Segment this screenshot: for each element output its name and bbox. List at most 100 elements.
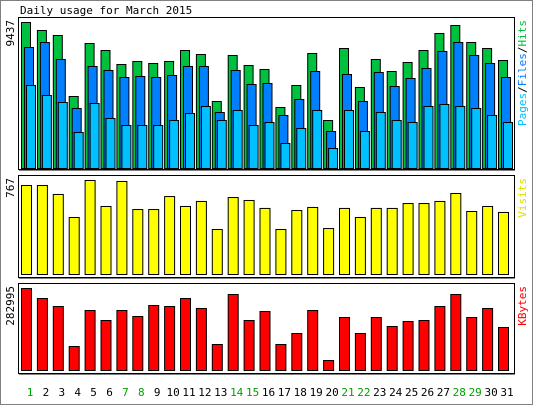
bar: [26, 84, 36, 169]
bar: [116, 180, 128, 275]
legend-entry: Hits: [516, 20, 529, 47]
bar: [227, 197, 239, 275]
bar: [185, 113, 195, 169]
bar: [418, 203, 430, 275]
bar: [52, 193, 64, 275]
x-tick-label: 31: [500, 386, 513, 399]
x-tick-label: 28: [453, 386, 466, 399]
x-tick-label: 27: [437, 386, 450, 399]
x-tick-label: 17: [278, 386, 291, 399]
bar: [482, 308, 494, 371]
legend: KBytes: [516, 286, 529, 326]
x-tick-label: 29: [469, 386, 482, 399]
x-tick-label: 24: [389, 386, 403, 399]
bar: [487, 114, 498, 169]
bar: [36, 185, 48, 275]
bar: [164, 196, 176, 276]
y-tick-label: 282995: [4, 286, 17, 326]
bar: [153, 125, 164, 170]
bar: [216, 119, 227, 169]
chart-title: Daily usage for March 2015: [20, 4, 192, 17]
x-tick-label: 11: [182, 386, 195, 399]
x-tick-label: 21: [341, 386, 354, 399]
bar: [296, 128, 307, 169]
bar: [275, 229, 287, 276]
bar: [275, 344, 287, 371]
x-tick-label: 30: [484, 386, 497, 399]
bar: [370, 207, 382, 275]
bar: [259, 207, 271, 275]
bar: [84, 180, 96, 275]
bar: [391, 119, 402, 169]
x-tick-label: 10: [166, 386, 179, 399]
bar: [323, 228, 335, 275]
bar: [68, 217, 80, 275]
bar: [418, 320, 430, 371]
bar: [402, 203, 414, 275]
x-tick-label: 5: [90, 386, 97, 399]
bar: [407, 122, 418, 169]
bar: [73, 131, 84, 170]
bar: [498, 327, 509, 372]
bar: [402, 321, 414, 372]
bar: [148, 305, 160, 372]
bar: [354, 333, 366, 372]
x-tick-label: 18: [294, 386, 307, 399]
bar: [132, 209, 144, 276]
x-tick-label: 7: [122, 386, 129, 399]
bar: [450, 294, 462, 371]
legend-separator: /: [516, 47, 529, 54]
bar: [307, 310, 319, 371]
bar: [180, 205, 191, 275]
bar: [455, 105, 466, 169]
bar: [466, 211, 478, 275]
legend: Visits: [516, 178, 529, 218]
x-tick-label: 9: [154, 386, 161, 399]
bar: [323, 360, 335, 371]
y-tick-label: 9437: [4, 20, 17, 47]
bar: [386, 326, 398, 371]
bar: [180, 298, 191, 371]
bar: [264, 122, 275, 169]
bar: [132, 316, 144, 371]
bar: [68, 346, 80, 371]
x-tick-label: 12: [198, 386, 211, 399]
bar: [100, 320, 112, 371]
bar: [121, 125, 132, 170]
bar: [89, 103, 100, 169]
bar: [41, 94, 52, 169]
x-tick-label: 2: [43, 386, 50, 399]
bar: [339, 207, 350, 275]
bar: [344, 109, 354, 169]
bar: [195, 200, 207, 275]
bar: [359, 130, 370, 169]
bar: [243, 320, 255, 371]
bar: [21, 185, 32, 275]
legend-entry: Files: [516, 53, 529, 86]
x-tick-label: 22: [357, 386, 370, 399]
bar: [291, 210, 303, 275]
bar: [503, 122, 513, 169]
bar: [57, 102, 68, 169]
legend-entry: Visits: [516, 178, 529, 218]
bar: [195, 308, 207, 371]
x-tick-label: 1: [27, 386, 34, 399]
bar: [200, 105, 211, 169]
bar: [280, 142, 291, 170]
bar: [243, 199, 255, 275]
bar: [84, 310, 96, 371]
bar: [232, 109, 243, 169]
x-tick-label: 19: [310, 386, 323, 399]
bar: [164, 306, 176, 371]
x-tick-label: 16: [262, 386, 275, 399]
bar: [100, 205, 112, 275]
bar: [105, 117, 116, 169]
bar: [312, 109, 323, 169]
legend: Pages/Files/Hits: [516, 20, 529, 126]
bar: [259, 311, 271, 372]
legend-separator: /: [516, 86, 529, 93]
bar: [291, 333, 303, 372]
bar: [482, 205, 494, 275]
bar: [328, 147, 339, 169]
